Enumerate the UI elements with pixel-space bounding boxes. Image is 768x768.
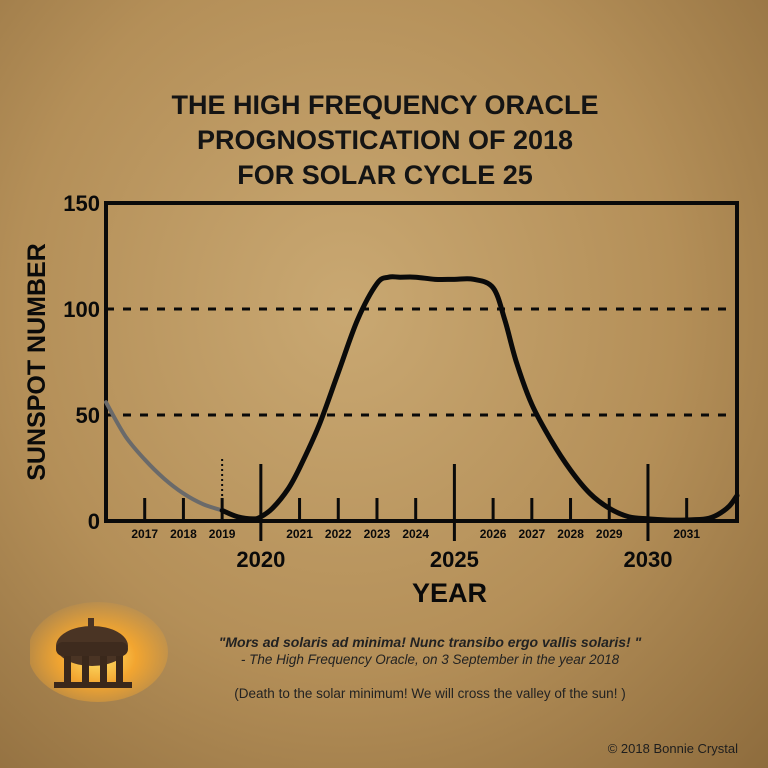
y-axis-label: SUNSPOT NUMBER (23, 243, 51, 481)
title-line-2: PROGNOSTICATION OF 2018 (196, 125, 574, 155)
x-tick-label: 2028 (557, 527, 584, 541)
oracle-quote: "Mors ad solaris ad minima! Nunc transib… (160, 633, 700, 703)
title-line-3: FOR SOLAR CYCLE 25 (237, 160, 533, 190)
y-tick-label: 100 (63, 297, 100, 322)
oracle-temple-icon (30, 602, 168, 702)
x-tick-label: 2029 (596, 527, 623, 541)
x-tick-label: 2022 (325, 527, 352, 541)
title-line-1: THE HIGH FREQUENCY ORACLE (171, 90, 599, 120)
latin-quote: "Mors ad solaris ad minima! Nunc transib… (218, 634, 642, 650)
x-tick-label: 2019 (209, 527, 236, 541)
y-tick-label: 50 (76, 403, 100, 428)
x-tick-label: 2031 (673, 527, 700, 541)
y-tick-label: 150 (63, 191, 100, 216)
x-tick-label-major: 2025 (430, 547, 479, 572)
series-line-1 (219, 274, 740, 523)
x-tick-label: 2021 (286, 527, 313, 541)
series-line-0 (104, 400, 225, 513)
x-tick-label: 2018 (170, 527, 197, 541)
copyright: © 2018 Bonnie Crystal (607, 741, 738, 756)
y-tick-label: 0 (88, 509, 100, 534)
x-tick-label: 2023 (364, 527, 391, 541)
x-tick-label: 2027 (518, 527, 545, 541)
x-axis-label: YEAR (412, 578, 487, 608)
x-tick-label: 2017 (131, 527, 158, 541)
x-tick-label: 2024 (402, 527, 429, 541)
chart-title: THE HIGH FREQUENCY ORACLE PROGNOSTICATIO… (40, 88, 768, 193)
quote-translation: (Death to the solar minimum! We will cro… (234, 686, 626, 701)
plot-frame (104, 201, 739, 523)
quote-attribution: - The High Frequency Oracle, on 3 Septem… (240, 652, 620, 667)
x-tick-label: 2026 (480, 527, 507, 541)
x-tick-label-major: 2020 (236, 547, 285, 572)
x-tick-label-major: 2030 (623, 547, 672, 572)
